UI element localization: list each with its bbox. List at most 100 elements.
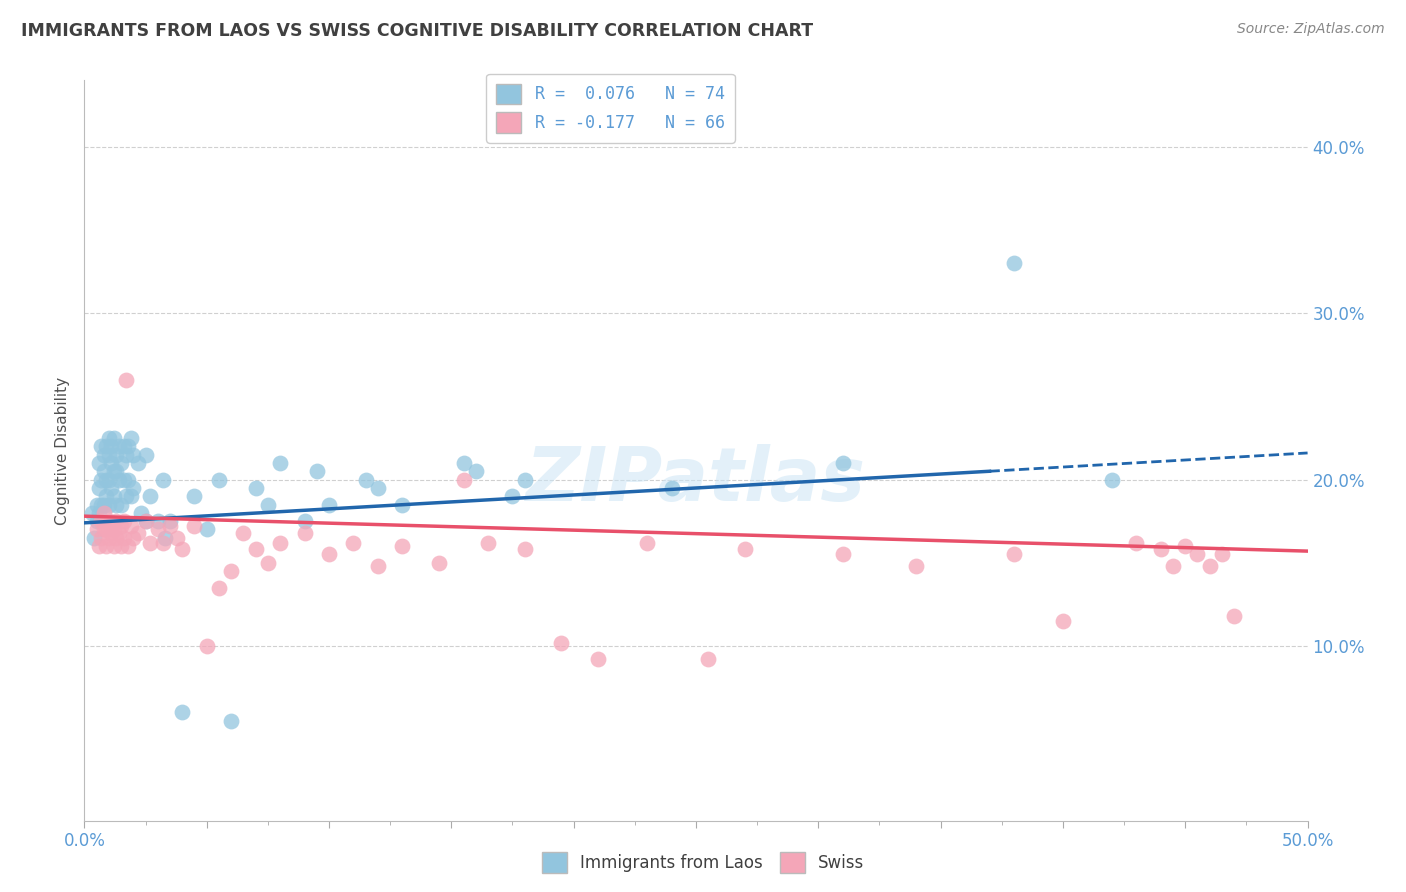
Point [117, 473, 139, 487]
Point [107, 439, 129, 453]
Point [93, 448, 115, 462]
Point [122, 481, 145, 495]
Point [318, 548, 340, 562]
Point [146, 514, 169, 528]
Point [208, 473, 231, 487]
Point [391, 539, 413, 553]
Point [90, 531, 112, 545]
Point [112, 439, 135, 453]
Point [831, 548, 853, 562]
Point [152, 473, 174, 487]
Point [257, 498, 280, 512]
Point [294, 525, 316, 540]
Point [245, 481, 267, 495]
Point [257, 556, 280, 570]
Point [427, 556, 450, 570]
Point [183, 519, 205, 533]
Point [305, 464, 328, 478]
Point [391, 498, 413, 512]
Point [1174, 539, 1197, 553]
Text: Source: ZipAtlas.com: Source: ZipAtlas.com [1237, 22, 1385, 37]
Point [1198, 559, 1220, 574]
Point [105, 531, 128, 545]
Point [152, 536, 174, 550]
Point [112, 531, 135, 545]
Point [135, 514, 157, 528]
Point [93, 523, 115, 537]
Point [1150, 542, 1173, 557]
Point [83, 531, 105, 545]
Point [464, 464, 486, 478]
Point [120, 431, 142, 445]
Point [477, 536, 499, 550]
Point [159, 514, 181, 528]
Point [105, 464, 128, 478]
Point [103, 489, 125, 503]
Point [146, 523, 169, 537]
Point [100, 456, 122, 470]
Point [100, 439, 122, 453]
Point [90, 439, 112, 453]
Point [97, 531, 120, 545]
Point [342, 536, 364, 550]
Point [103, 539, 125, 553]
Point [97, 514, 120, 528]
Point [96, 473, 118, 487]
Legend: R =  0.076   N = 74, R = -0.177   N = 66: R = 0.076 N = 74, R = -0.177 N = 66 [486, 74, 734, 143]
Point [636, 536, 658, 550]
Point [1125, 536, 1147, 550]
Point [107, 525, 129, 540]
Point [586, 652, 609, 666]
Point [90, 498, 112, 512]
Point [661, 481, 683, 495]
Point [269, 536, 291, 550]
Point [80, 506, 103, 520]
Point [96, 489, 118, 503]
Point [1002, 548, 1025, 562]
Point [122, 531, 145, 545]
Point [1101, 473, 1123, 487]
Point [831, 456, 853, 470]
Point [97, 431, 120, 445]
Point [139, 536, 162, 550]
Point [232, 525, 254, 540]
Point [107, 473, 129, 487]
Point [195, 523, 218, 537]
Point [129, 506, 152, 520]
Text: IMMIGRANTS FROM LAOS VS SWISS COGNITIVE DISABILITY CORRELATION CHART: IMMIGRANTS FROM LAOS VS SWISS COGNITIVE … [21, 22, 813, 40]
Point [734, 542, 756, 557]
Point [219, 714, 242, 728]
Point [90, 514, 112, 528]
Point [110, 539, 132, 553]
Point [100, 481, 122, 495]
Point [208, 581, 231, 595]
Point [195, 639, 218, 653]
Point [697, 652, 720, 666]
Point [183, 489, 205, 503]
Point [135, 514, 157, 528]
Point [96, 523, 118, 537]
Point [513, 473, 536, 487]
Y-axis label: Cognitive Disability: Cognitive Disability [55, 376, 70, 524]
Point [166, 531, 188, 545]
Point [905, 559, 928, 574]
Point [97, 498, 120, 512]
Point [1161, 559, 1184, 574]
Point [1223, 609, 1246, 624]
Point [96, 439, 118, 453]
Point [115, 373, 138, 387]
Point [115, 489, 138, 503]
Point [453, 456, 475, 470]
Point [97, 473, 120, 487]
Point [318, 498, 340, 512]
Point [105, 514, 128, 528]
Point [135, 448, 157, 462]
Point [1211, 548, 1233, 562]
Point [103, 464, 125, 478]
Point [120, 489, 142, 503]
Point [86, 498, 108, 512]
Point [1052, 614, 1074, 628]
Point [367, 481, 389, 495]
Point [110, 519, 132, 533]
Point [453, 473, 475, 487]
